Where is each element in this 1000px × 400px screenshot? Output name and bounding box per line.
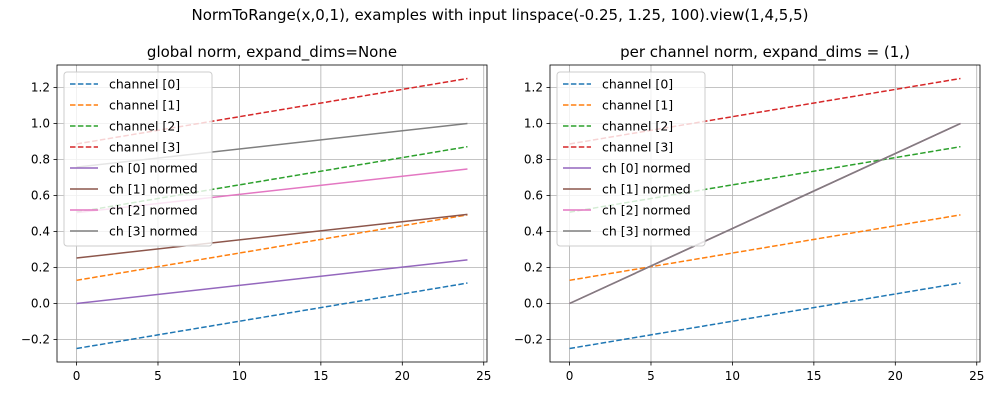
figure-title: NormToRange(x,0,1), examples with input … <box>191 6 808 24</box>
legend-label-4: ch [0] normed <box>109 161 198 176</box>
y-tick-label: 1.0 <box>524 117 543 131</box>
y-tick-label: 0.2 <box>524 261 543 275</box>
series-line-0 <box>76 282 468 350</box>
y-tick-label: 0.6 <box>524 189 543 203</box>
plot-frame <box>56 64 488 363</box>
x-tick-label: 10 <box>725 369 740 383</box>
x-tick-label: 20 <box>888 369 903 383</box>
legend-box <box>556 71 706 247</box>
legend-label-6: ch [2] normed <box>109 203 198 218</box>
y-tick-label: 1.2 <box>31 81 50 95</box>
series-line-1 <box>569 214 961 282</box>
chart-panel-1: per channel norm, expand_dims = (1,) 0 5 10… <box>514 43 985 383</box>
legend-label-6: ch [2] normed <box>602 203 691 218</box>
x-tick-label: 25 <box>476 369 491 383</box>
y-tick-label: 0.6 <box>31 189 50 203</box>
legend-label-5: ch [1] normed <box>109 182 198 197</box>
x-tick-label: 15 <box>313 369 328 383</box>
chart-title: per channel norm, expand_dims = (1,) <box>620 43 910 62</box>
y-tick-label: 0.4 <box>31 225 50 239</box>
x-tick-label: 15 <box>806 369 821 383</box>
plot-frame <box>549 64 981 363</box>
series-line-7 <box>569 122 961 305</box>
legend-label-7: ch [3] normed <box>602 224 691 239</box>
x-tick-label: 5 <box>647 369 655 383</box>
legend-label-0: channel [0] <box>109 77 180 92</box>
chart-title: global norm, expand_dims=None <box>147 43 397 62</box>
legend-label-4: ch [0] normed <box>602 161 691 176</box>
legend-label-1: channel [1] <box>602 98 673 113</box>
y-tick-label: 0.8 <box>524 153 543 167</box>
y-tick-label: −0.2 <box>514 333 543 347</box>
chart-panel-0: global norm, expand_dims=None 0 5 10 15 20 25 −… <box>21 43 492 383</box>
x-tick-label: 25 <box>969 369 984 383</box>
legend-label-3: channel [3] <box>109 140 180 155</box>
legend-label-5: ch [1] normed <box>602 182 691 197</box>
legend-label-3: channel [3] <box>602 140 673 155</box>
x-tick-label: 20 <box>395 369 410 383</box>
legend-label-1: channel [1] <box>109 98 180 113</box>
legend-label-2: channel [2] <box>602 119 673 134</box>
legend-label-0: channel [0] <box>602 77 673 92</box>
y-tick-label: −0.2 <box>21 333 50 347</box>
y-tick-label: 0.8 <box>31 153 50 167</box>
series-line-5 <box>76 213 468 259</box>
x-tick-label: 10 <box>232 369 247 383</box>
x-tick-label: 0 <box>566 369 574 383</box>
y-tick-label: 1.0 <box>31 117 50 131</box>
y-tick-label: 0.0 <box>31 297 50 311</box>
x-tick-label: 0 <box>73 369 81 383</box>
legend-box <box>63 71 213 247</box>
series-line-4 <box>76 259 468 305</box>
y-tick-label: 0.0 <box>524 297 543 311</box>
y-tick-label: 0.4 <box>524 225 543 239</box>
legend: channel [0] channel [1] channel [2] channel… <box>556 71 706 247</box>
legend-label-7: ch [3] normed <box>109 224 198 239</box>
y-tick-label: 1.2 <box>524 81 543 95</box>
x-tick-label: 5 <box>154 369 162 383</box>
series-line-1 <box>76 214 468 282</box>
y-tick-label: 0.2 <box>31 261 50 275</box>
legend: channel [0] channel [1] channel [2] channel… <box>63 71 213 247</box>
legend-label-2: channel [2] <box>109 119 180 134</box>
series-line-0 <box>569 282 961 350</box>
